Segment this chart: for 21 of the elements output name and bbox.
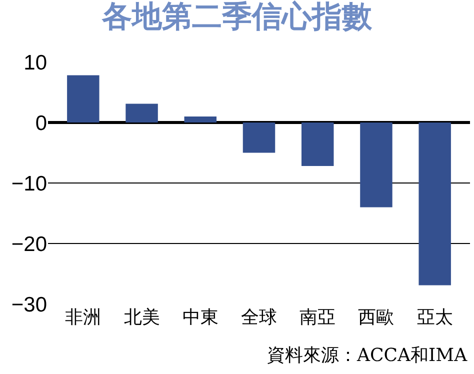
x-tick-label: 全球	[241, 307, 277, 328]
chart-title: 各地第二季信心指數	[101, 0, 373, 35]
bar	[418, 122, 451, 286]
bar	[360, 122, 392, 208]
bar	[126, 104, 158, 122]
x-tick-label: 南亞	[300, 307, 336, 328]
x-tick-label: 亞太	[416, 307, 453, 328]
x-tick-label: 中東	[182, 307, 218, 328]
y-tick-label: −30	[11, 293, 47, 316]
bar	[301, 122, 334, 166]
y-tick-label: −20	[11, 232, 47, 256]
bar	[67, 75, 100, 122]
x-tick-label: 北美	[124, 307, 160, 328]
bar	[184, 116, 217, 122]
x-tick-label: 非洲	[65, 307, 102, 328]
source-note: 資料來源：ACCA和IMA	[267, 345, 468, 366]
bar	[242, 122, 276, 153]
x-tick-label: 西歐	[358, 307, 394, 328]
y-tick-label: 0	[35, 112, 47, 135]
y-tick-label: −10	[11, 172, 47, 196]
y-tick-label: 10	[24, 51, 47, 74]
